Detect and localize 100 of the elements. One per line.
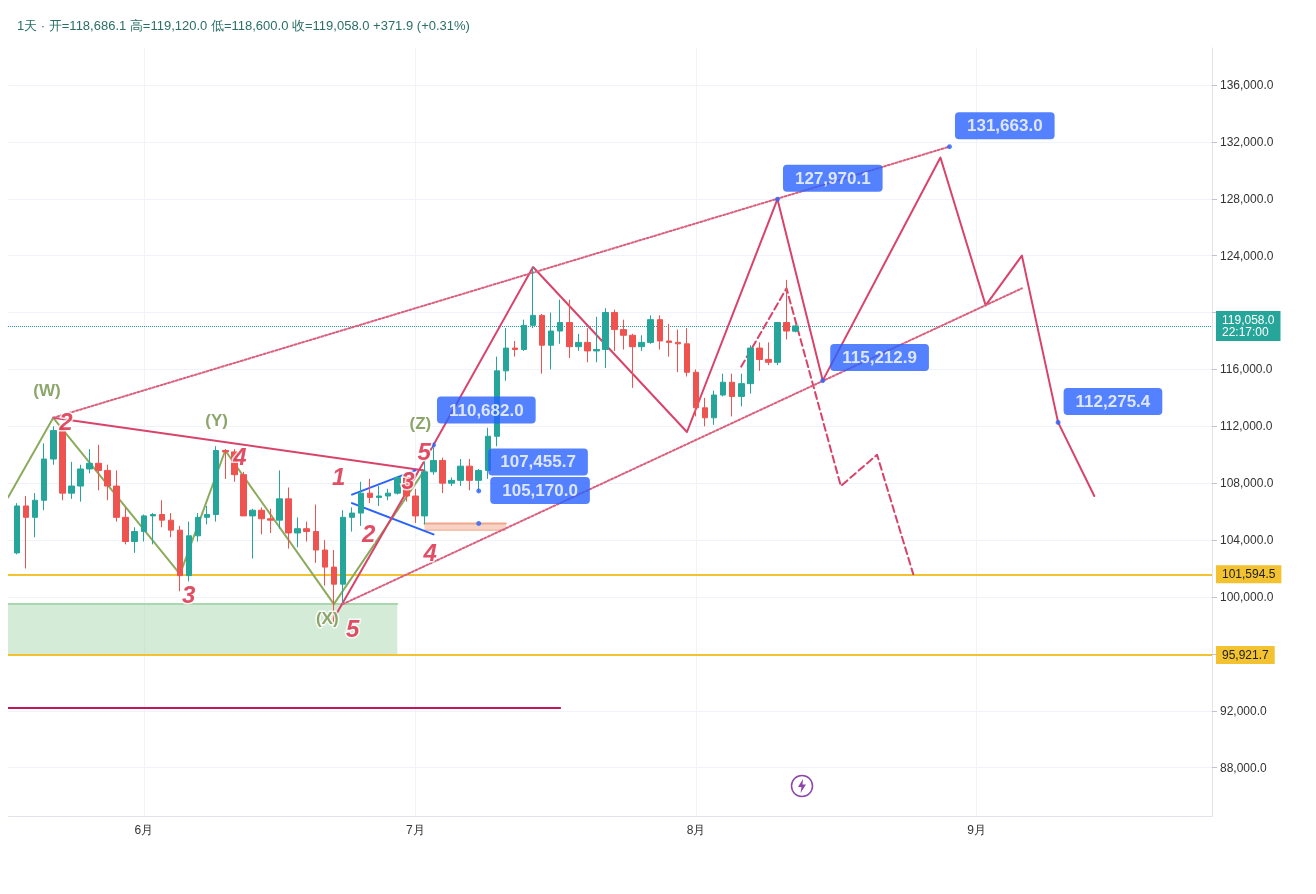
annotation: 127,970.1: [794, 168, 871, 188]
x-tick-label: 8月: [686, 823, 706, 837]
chart-title: 1天 · 开=118,686.1 高=119,120.0 低=118,600.0 收=119,058.0 +371.9 (+0.31%): [17, 18, 470, 33]
candlestick: [159, 499, 165, 528]
x-tick-label: 6月: [134, 823, 154, 837]
candlestick: [204, 505, 210, 525]
y-tick-label: 116,000.0: [1220, 362, 1273, 377]
annotation: 1: [332, 463, 346, 491]
candlestick: [503, 327, 509, 382]
candlestick: [104, 464, 111, 501]
candlestick: [294, 516, 301, 548]
candlestick: [222, 448, 229, 480]
candlestick: [629, 333, 636, 389]
candlestick: [68, 461, 75, 500]
candlestick: [249, 508, 256, 560]
candlestick: [783, 279, 790, 341]
annotation: 3: [182, 580, 196, 608]
candlestick: [475, 468, 482, 493]
annotation: 112,275.4: [1075, 391, 1151, 411]
candlestick: [195, 512, 201, 543]
candlestick: [430, 447, 437, 476]
candlestick: [684, 327, 690, 378]
y-tick-label: 108,000.0: [1220, 476, 1274, 491]
candlestick: [448, 477, 455, 487]
candlestick: [276, 469, 283, 530]
candlestick: [765, 341, 772, 366]
candlestick: [131, 526, 138, 554]
y-tick-label: 124,000.0: [1220, 248, 1274, 263]
ref-line-label: 95,921.7: [1222, 647, 1270, 662]
y-tick-label: 132,000.0: [1220, 134, 1274, 149]
candlestick: [566, 299, 573, 359]
candlestick: [702, 397, 708, 427]
candlestick: [376, 485, 382, 507]
y-tick-label: 92,000.0: [1220, 703, 1268, 718]
candlestick: [711, 390, 717, 426]
candlestick: [41, 442, 47, 511]
candlestick: [575, 333, 582, 352]
annotation: (X): [315, 609, 339, 629]
candlestick: [738, 373, 745, 407]
candlestick: [675, 329, 681, 373]
x-tick-label: 9月: [967, 823, 986, 837]
candlestick: [539, 313, 545, 375]
candlestick: [512, 340, 518, 358]
x-tick-label: 7月: [406, 823, 425, 837]
candlestick: [95, 444, 102, 491]
candlestick: [14, 502, 20, 555]
annotation: 115,212.9: [842, 348, 917, 368]
candlestick: [394, 475, 401, 496]
ref-line-label: 101,594.5: [1222, 567, 1276, 582]
candlestick: [113, 469, 120, 523]
candlestick: [611, 309, 618, 352]
candlestick: [168, 512, 174, 538]
candlestick: [666, 323, 672, 358]
annotation: 105,170.0: [502, 480, 578, 500]
candlestick: [340, 509, 346, 604]
candlestick: [303, 521, 310, 543]
annotation: 5: [345, 614, 360, 642]
candlestick: [620, 319, 627, 351]
annotation: 5: [417, 437, 432, 465]
candlestick: [150, 512, 156, 545]
candlestick: [412, 488, 419, 524]
annotation: (Z): [409, 414, 432, 434]
candlestick: [86, 448, 93, 474]
annotation: 2: [361, 519, 376, 547]
candlestick: [313, 504, 319, 564]
ref-line-label: 119,058.0 22:17:00: [1222, 312, 1275, 339]
annotation: 107,455.7: [500, 452, 576, 472]
y-tick-label: 100,000.0: [1220, 589, 1274, 604]
candlestick: [77, 464, 84, 503]
annotation: (W): [33, 380, 61, 400]
annotation: 131,663.0: [966, 116, 1043, 136]
candlestick: [466, 458, 473, 491]
candlestick: [457, 458, 464, 487]
candlestick: [747, 344, 754, 395]
candlestick: [358, 481, 364, 527]
candlestick: [693, 368, 699, 417]
candlestick: [141, 513, 147, 543]
candlestick: [32, 492, 38, 538]
candlestick: [258, 506, 265, 535]
y-tick-label: 88,000.0: [1220, 760, 1268, 775]
candlestick: [213, 445, 219, 523]
candlestick: [729, 373, 735, 417]
candlestick: [186, 521, 192, 582]
candlestick: [367, 478, 373, 504]
candlestick: [720, 373, 726, 397]
candlestick: [756, 341, 763, 372]
candlestick: [177, 525, 183, 592]
annotation: (Y): [205, 411, 228, 431]
candlestick: [385, 488, 391, 501]
candlestick: [267, 508, 274, 534]
candlestick: [240, 471, 247, 517]
y-tick-label: 112,000.0: [1220, 419, 1273, 434]
line-series: [740, 287, 915, 576]
y-tick-label: 128,000.0: [1220, 191, 1274, 206]
annotation: 110,682.0: [448, 400, 524, 420]
candlestick: [657, 314, 663, 351]
candlestick: [584, 327, 591, 363]
candlestick: [23, 495, 29, 570]
candlestick: [349, 506, 355, 533]
annotation: 4: [422, 538, 437, 566]
